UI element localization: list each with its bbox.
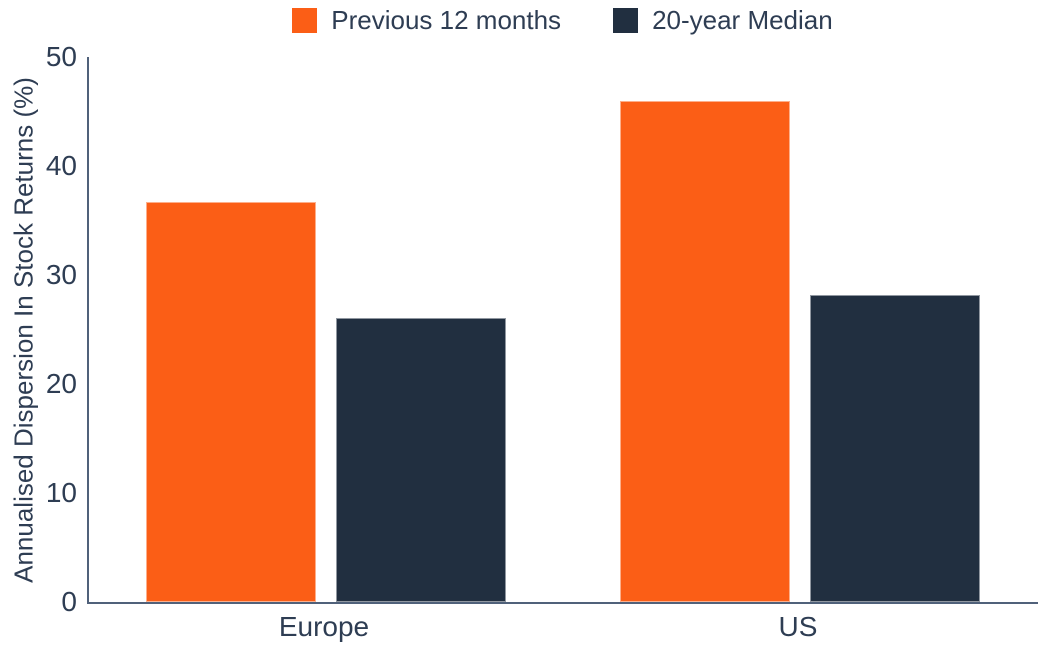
legend-item-0: Previous 12 months bbox=[292, 7, 561, 33]
legend-swatch-icon bbox=[613, 7, 639, 33]
x-category-label-us: US bbox=[778, 611, 818, 642]
bar-group-us bbox=[620, 101, 980, 602]
legend-label: Previous 12 months bbox=[331, 5, 562, 35]
y-tick-label: 40 bbox=[45, 150, 77, 181]
x-category-label-europe: Europe bbox=[278, 611, 370, 642]
legend-label: 20-year Median bbox=[652, 5, 833, 35]
x-axis-category-labels: Europe US bbox=[87, 610, 1038, 646]
bar-us-20-year-median bbox=[810, 295, 980, 602]
plot-area bbox=[87, 57, 1038, 604]
y-tick-label: 50 bbox=[45, 41, 77, 72]
y-tick-label: 20 bbox=[45, 368, 77, 399]
y-tick-label: 10 bbox=[45, 477, 77, 508]
legend-item-1: 20-year Median bbox=[613, 7, 833, 33]
y-tick-label: 30 bbox=[45, 259, 77, 290]
y-axis-tick-labels: 0 10 20 30 40 50 bbox=[0, 43, 77, 616]
bar-us-previous-12-months bbox=[620, 101, 790, 602]
legend-swatch-icon bbox=[292, 7, 318, 33]
bar-europe-20-year-median bbox=[336, 318, 506, 602]
chart-legend: Previous 12 months 20-year Median bbox=[87, 3, 1038, 37]
bar-europe-previous-12-months bbox=[146, 202, 316, 602]
y-tick-label: 0 bbox=[61, 586, 77, 617]
bar-group-europe bbox=[146, 202, 506, 602]
